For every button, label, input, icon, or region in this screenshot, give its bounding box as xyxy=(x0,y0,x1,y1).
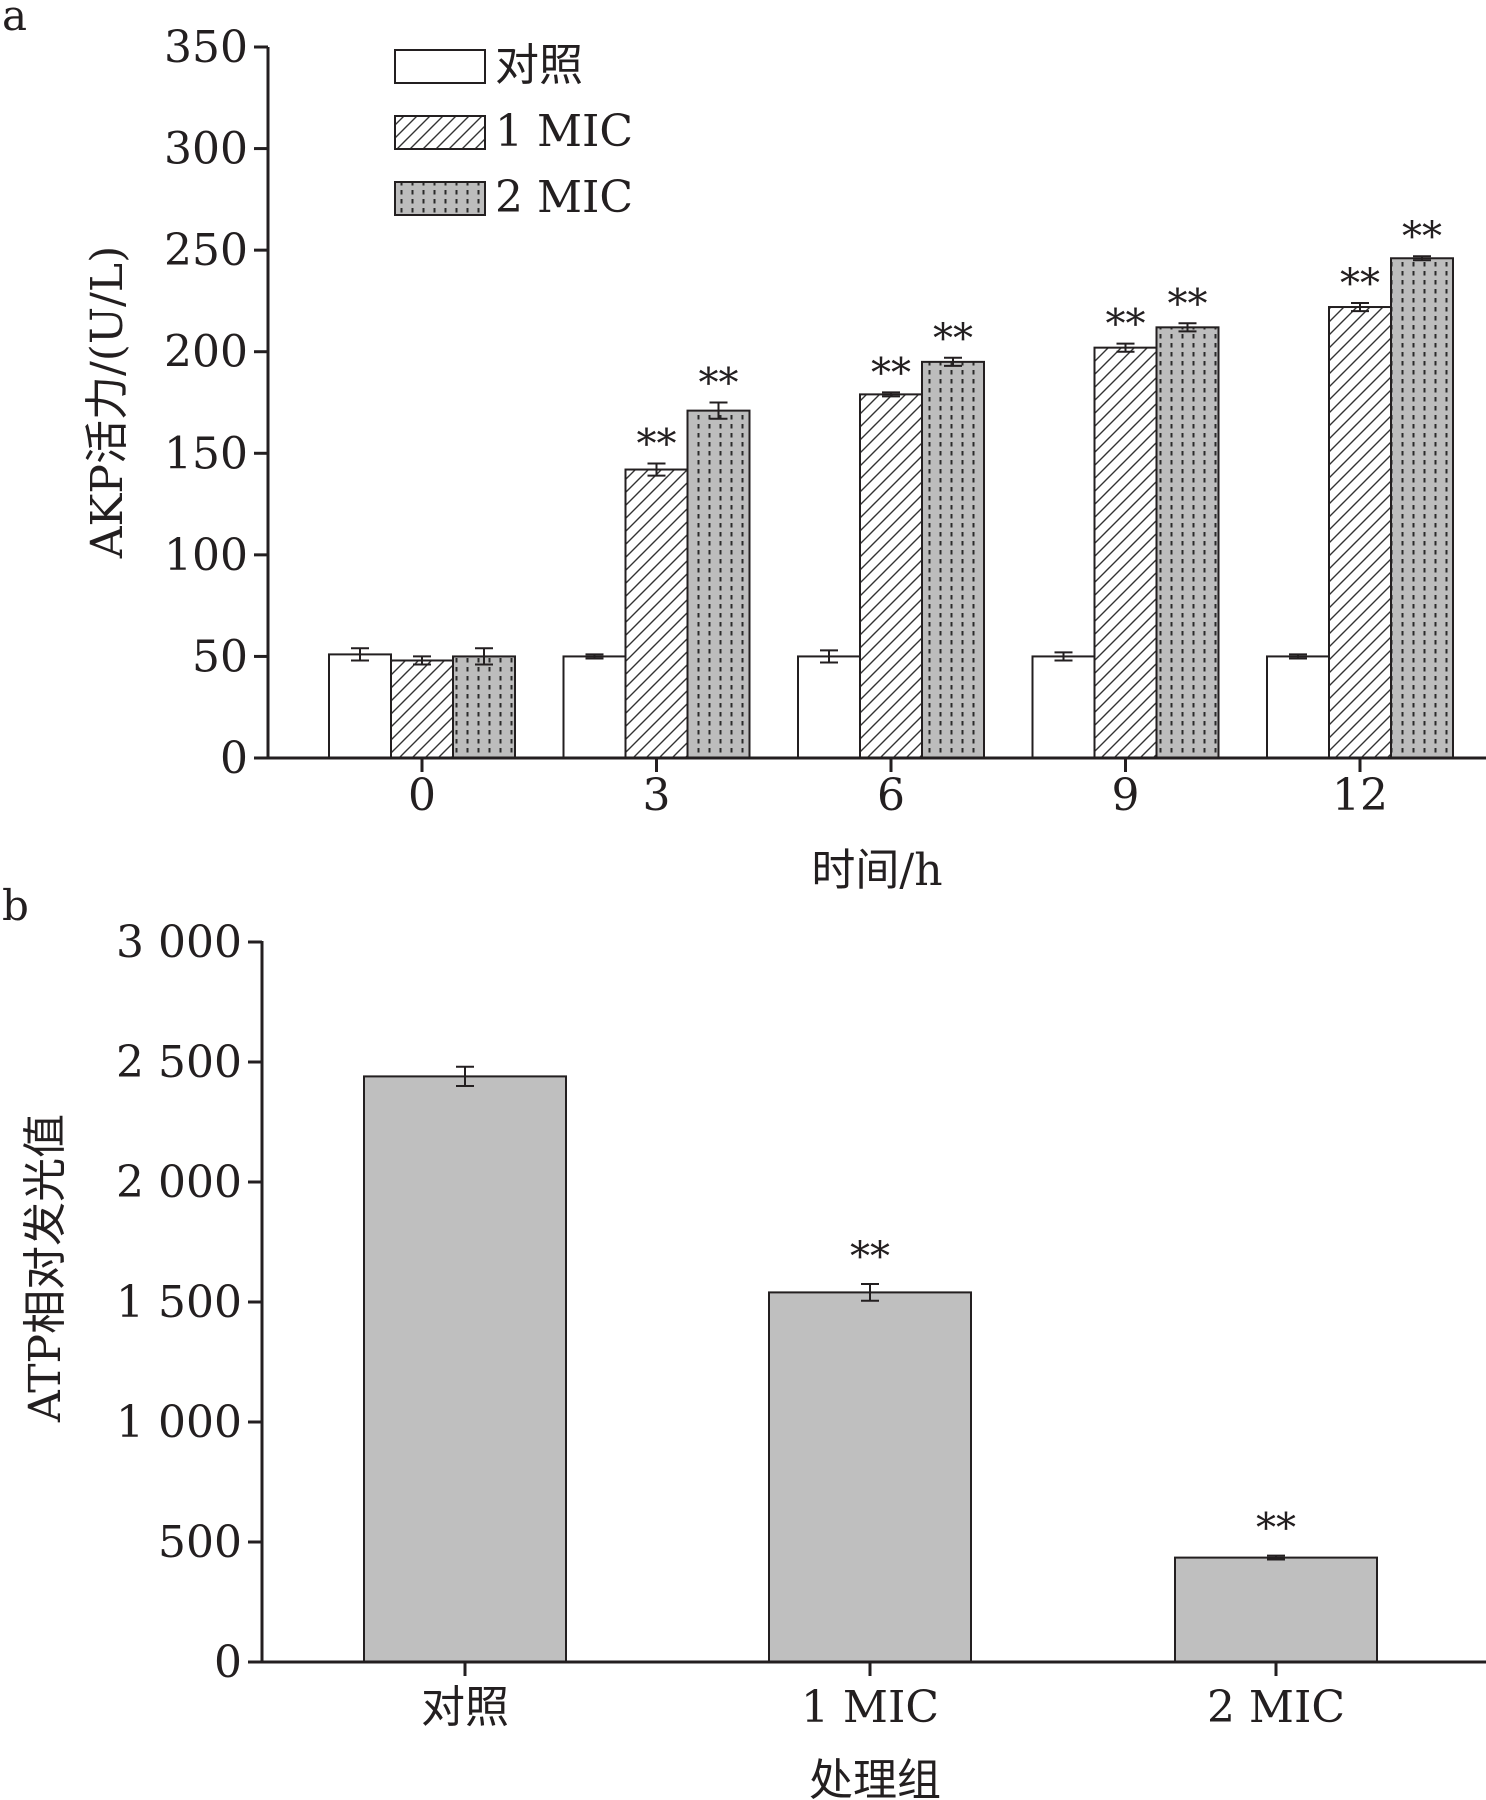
panel-a-y-axis-title: AKP活力/(U/L) xyxy=(82,246,133,560)
panel-a-y-tick-label: 100 xyxy=(164,530,248,581)
panel-a-bar xyxy=(1328,306,1392,759)
panel-a-x-tick-label: 3 xyxy=(643,770,671,821)
panel-a-bar xyxy=(1155,326,1220,759)
panel-b-x-tick-label: 1 MIC xyxy=(801,1682,939,1733)
panel-a-bar xyxy=(1031,655,1096,760)
panel-a-significance-mark: ** xyxy=(1340,261,1380,307)
panel-a-y-axis-ticks: 0 50 100 150 200 250 300 350 xyxy=(164,22,268,784)
legend-swatch xyxy=(394,181,486,216)
panel-a-bar xyxy=(921,360,985,759)
panel-b-significance-mark: ** xyxy=(1256,1506,1296,1552)
panel-a-bar xyxy=(562,655,627,760)
panel-a-x-axis-title: 时间/h xyxy=(811,845,942,896)
panel-a-bar xyxy=(797,655,861,760)
panel-b-x-axis-ticks: 对照 1 MIC 2 MIC xyxy=(421,1662,1345,1733)
panel-a-significance-mark: ** xyxy=(933,316,973,362)
legend-label: 2 MIC xyxy=(495,172,633,223)
panel-a-bars: ** ** ** ** ** ** ** ** xyxy=(328,214,1454,760)
panel-a-x-axis-ticks: 0 3 6 9 12 xyxy=(408,758,1388,821)
legend-swatch xyxy=(394,49,486,84)
panel-a-x-tick-label: 0 xyxy=(408,770,436,821)
panel-a-bar xyxy=(624,468,689,759)
panel-b-y-tick-label: 0 xyxy=(214,1637,242,1688)
panel-a-x-tick-label: 12 xyxy=(1332,770,1388,821)
legend-label: 1 MIC xyxy=(495,106,633,157)
panel-b-bar xyxy=(768,1291,972,1664)
panel-a-significance-mark: ** xyxy=(699,361,739,407)
panel-a-y-tick-label: 50 xyxy=(192,631,248,682)
panel-a-x-tick-label: 6 xyxy=(877,770,905,821)
panel-a-y-tick-label: 250 xyxy=(164,225,248,276)
panel-a-label: a xyxy=(2,0,27,40)
panel-a-bar xyxy=(859,393,923,759)
panel-b-bars: ** ** xyxy=(363,1065,1378,1664)
panel-a-x-tick-label: 9 xyxy=(1112,770,1140,821)
panel-b-x-tick-label: 2 MIC xyxy=(1207,1682,1345,1733)
panel-b-y-axis-ticks: 0 500 1 000 1 500 2 000 2 500 3 000 xyxy=(116,917,262,1688)
panel-b-significance-mark: ** xyxy=(850,1234,890,1280)
panel-a-significance-mark: ** xyxy=(871,350,911,396)
legend-swatch xyxy=(394,115,486,150)
panel-a-bar xyxy=(452,655,516,760)
panel-a-significance-mark: ** xyxy=(1106,302,1146,348)
panel-a-bar xyxy=(1093,346,1158,759)
panel-b-y-tick-label: 1 000 xyxy=(116,1397,242,1448)
panel-a-y-tick-label: 300 xyxy=(164,124,248,175)
panel-a-significance-mark: ** xyxy=(637,421,677,467)
panel-a-y-tick-label: 150 xyxy=(164,428,248,479)
panel-b-bar xyxy=(363,1075,567,1663)
panel-b-y-tick-label: 2 000 xyxy=(116,1157,242,1208)
panel-b: b 0 500 1 000 1 500 2 000 2 500 3 000 ** ** 对照 1… xyxy=(2,881,1486,1800)
panel-a-significance-mark: ** xyxy=(1168,281,1208,327)
panel-a-significance-mark: ** xyxy=(1402,214,1442,260)
panel-a-bar xyxy=(328,653,392,760)
panel-b-y-axis-title: ATP相对发光值 xyxy=(20,1114,71,1423)
panel-b-y-tick-label: 3 000 xyxy=(116,917,242,968)
panel-a-y-tick-label: 350 xyxy=(164,22,248,73)
panel-a-y-tick-label: 0 xyxy=(220,733,248,784)
panel-b-y-tick-label: 1 500 xyxy=(116,1277,242,1328)
panel-a-y-tick-label: 200 xyxy=(164,327,248,378)
panel-b-x-axis-title: 处理组 xyxy=(809,1755,941,1800)
legend-label: 对照 xyxy=(495,40,583,91)
panel-b-y-tick-label: 500 xyxy=(158,1517,242,1568)
panel-b-label: b xyxy=(2,881,29,930)
panel-b-x-tick-label: 对照 xyxy=(421,1682,509,1733)
panel-a-bar xyxy=(686,409,751,759)
panel-b-y-tick-label: 2 500 xyxy=(116,1037,242,1088)
panel-a-legend: 对照 1 MIC 2 MIC xyxy=(394,40,633,223)
panel-a-bar xyxy=(390,659,454,760)
panel-b-bar xyxy=(1174,1556,1378,1663)
panel-a-bar xyxy=(1390,257,1454,759)
panel-a-bar xyxy=(1266,655,1330,760)
